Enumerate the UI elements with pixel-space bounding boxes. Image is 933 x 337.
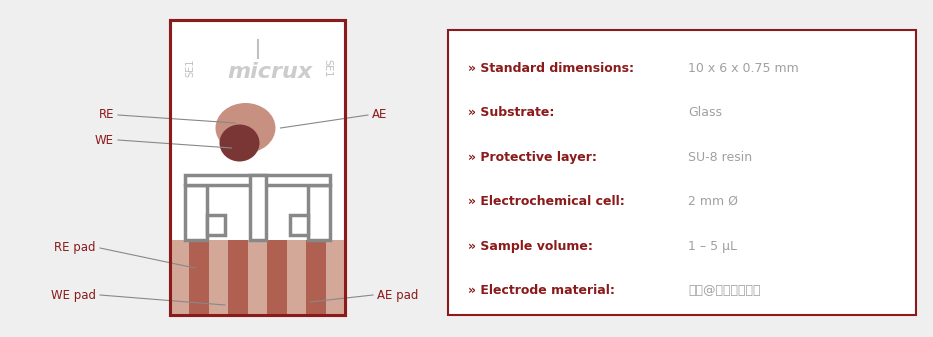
Bar: [207, 185, 249, 240]
Text: 知乎@奕验室自动化: 知乎@奕验室自动化: [688, 284, 760, 297]
Text: SE1: SE1: [185, 59, 195, 77]
FancyBboxPatch shape: [448, 30, 916, 315]
Text: Glass: Glass: [688, 106, 722, 119]
Bar: [207, 215, 225, 235]
Bar: [308, 185, 330, 240]
Bar: [326, 240, 345, 315]
Text: WE: WE: [95, 133, 114, 147]
Text: RE pad: RE pad: [54, 242, 96, 254]
Bar: [209, 240, 229, 315]
Bar: [185, 185, 207, 240]
Text: RE: RE: [99, 109, 114, 122]
Ellipse shape: [219, 124, 259, 161]
Bar: [229, 240, 248, 315]
Bar: [170, 240, 345, 315]
Text: SE1: SE1: [322, 59, 332, 77]
Bar: [170, 240, 189, 315]
Text: 2 mm Ø: 2 mm Ø: [688, 195, 738, 208]
Bar: [266, 185, 308, 240]
Text: 10 x 6 x 0.75 mm: 10 x 6 x 0.75 mm: [688, 62, 799, 74]
Ellipse shape: [216, 103, 275, 153]
Text: micrux: micrux: [227, 62, 313, 82]
FancyBboxPatch shape: [170, 20, 345, 315]
Text: WE pad: WE pad: [51, 288, 96, 302]
Text: 1 – 5 μL: 1 – 5 μL: [688, 240, 737, 252]
Bar: [306, 240, 326, 315]
Text: SU-8 resin: SU-8 resin: [688, 151, 752, 163]
Bar: [248, 240, 267, 315]
Bar: [189, 240, 209, 315]
Text: » Substrate:: » Substrate:: [468, 106, 554, 119]
Bar: [286, 240, 306, 315]
Bar: [290, 215, 308, 235]
Text: » Electrode material:: » Electrode material:: [468, 284, 615, 297]
Text: » Electrochemical cell:: » Electrochemical cell:: [468, 195, 625, 208]
Text: » Standard dimensions:: » Standard dimensions:: [468, 62, 634, 74]
Bar: [267, 240, 286, 315]
Text: » Sample volume:: » Sample volume:: [468, 240, 592, 252]
Text: » Protective layer:: » Protective layer:: [468, 151, 597, 163]
Text: AE pad: AE pad: [377, 288, 418, 302]
Text: AE: AE: [372, 109, 387, 122]
Bar: [249, 175, 266, 240]
Bar: [185, 175, 330, 185]
